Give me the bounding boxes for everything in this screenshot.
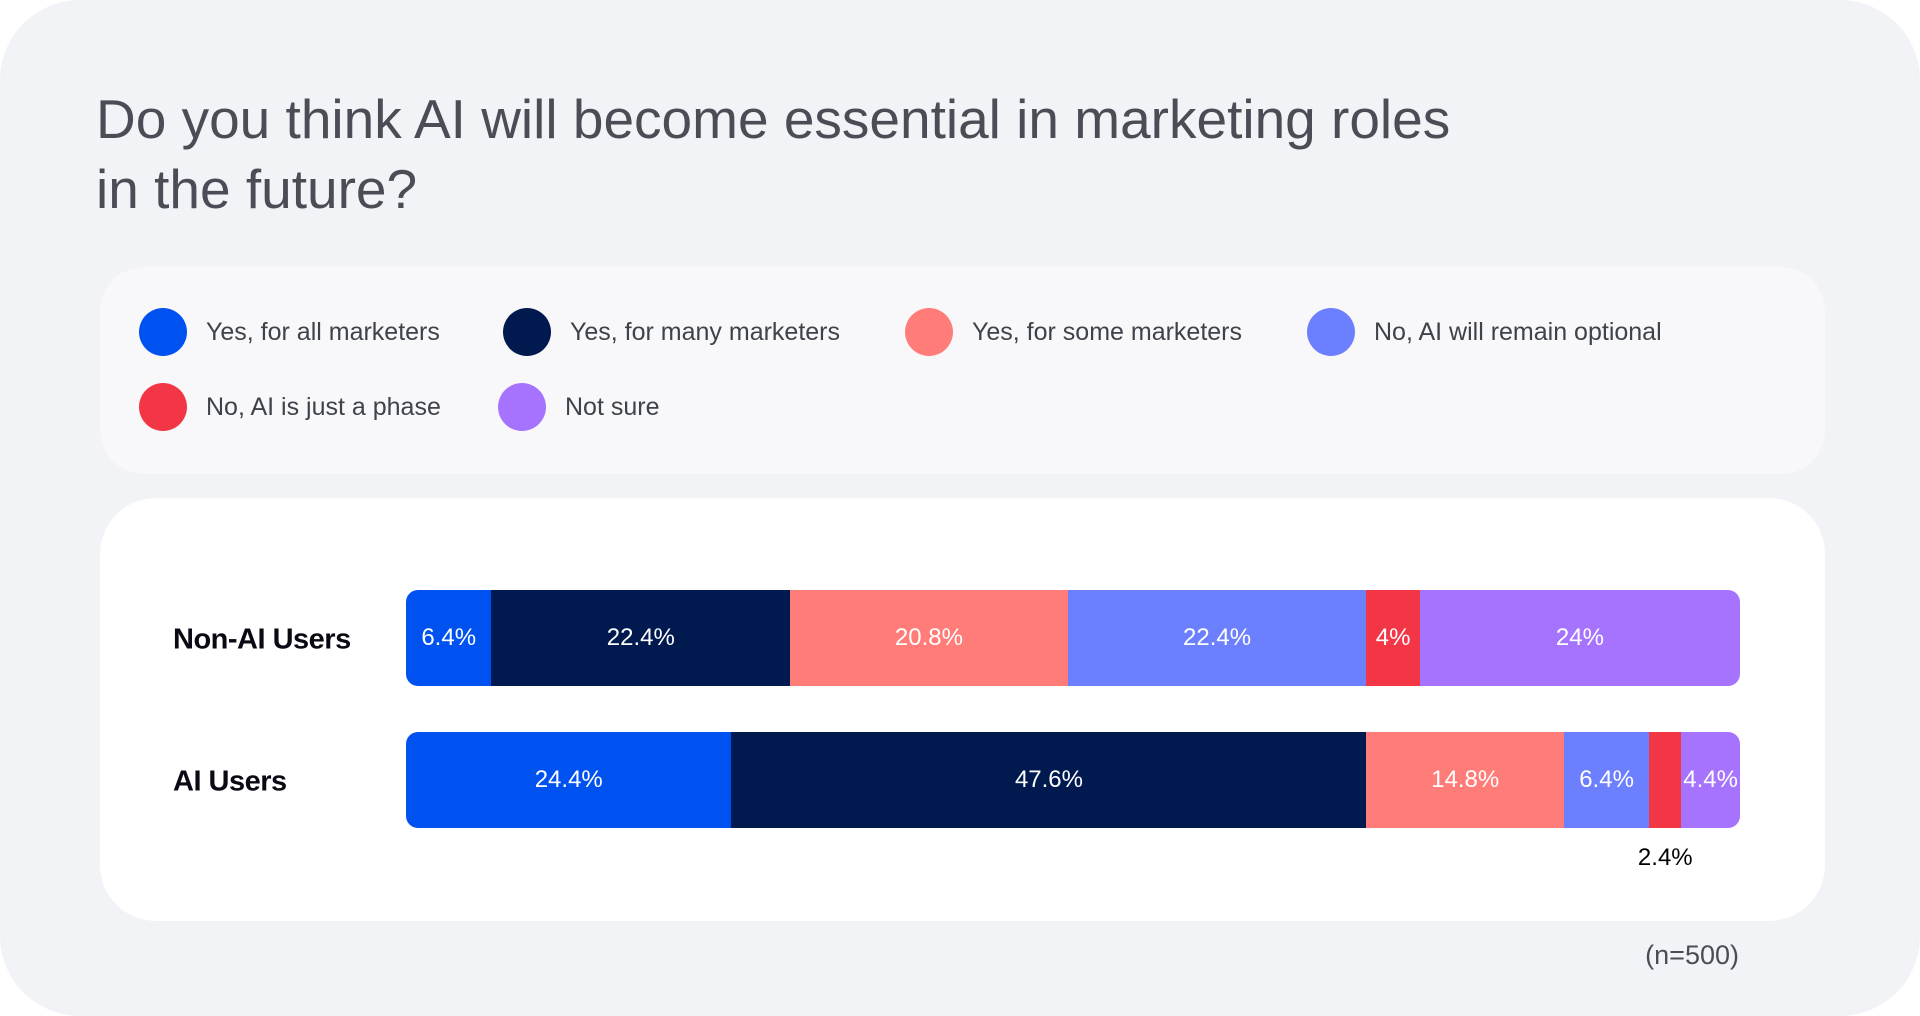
data-label: 14.8% xyxy=(1431,766,1500,793)
data-label: 4% xyxy=(1375,624,1411,651)
legend-item: Yes, for all marketers xyxy=(139,307,440,357)
legend-swatch xyxy=(905,308,953,356)
legend-item: Yes, for many marketers xyxy=(503,307,840,357)
legend-item: No, AI will remain optional xyxy=(1307,307,1662,357)
bar-segment: 4% xyxy=(1366,590,1420,686)
legend-swatch xyxy=(503,308,551,356)
data-label: 22.4% xyxy=(606,624,675,651)
data-label: 20.8% xyxy=(894,624,963,651)
bar-segment: 20.8% xyxy=(790,590,1068,686)
bar-segment: 24.4% xyxy=(406,732,732,828)
data-label: 22.4% xyxy=(1183,624,1252,651)
category-label: AI Users xyxy=(173,765,287,798)
legend-label: Yes, for many marketers xyxy=(570,317,841,346)
chart-title: Do you think AI will become essential in… xyxy=(96,84,1696,224)
legend-label: Yes, for some marketers xyxy=(972,317,1243,346)
data-label: 24.4% xyxy=(534,766,603,793)
sample-size-note: (n=500) xyxy=(1645,940,1739,970)
legend-label: Yes, for all marketers xyxy=(206,317,440,346)
bar-segment xyxy=(1649,732,1682,828)
bar-segment: 47.6% xyxy=(731,732,1367,828)
bar-segment: 6.4% xyxy=(1563,732,1650,828)
data-label: 47.6% xyxy=(1014,766,1083,793)
data-label: 6.4% xyxy=(1579,766,1634,793)
data-label: 4.4% xyxy=(1683,766,1738,793)
legend-swatch xyxy=(498,383,546,431)
data-label: 24% xyxy=(1555,624,1604,651)
legend-label: No, AI will remain optional xyxy=(1374,317,1662,346)
bar-segment: 6.4% xyxy=(406,590,492,686)
category-label: Non-AI Users xyxy=(173,623,351,656)
legend-label: No, AI is just a phase xyxy=(206,392,441,421)
legend-swatch xyxy=(139,308,187,356)
title-line-1: Do you think AI will become essential in… xyxy=(96,88,1451,150)
bar-segment: 4.4% xyxy=(1681,732,1740,828)
stacked-bar: 6.4% 22.4% 20.8% 22.4% 4% 24% xyxy=(406,590,1740,686)
bar-segment: 24% xyxy=(1419,590,1740,686)
legend-label: Not sure xyxy=(565,392,660,421)
bar-segment: 14.8% xyxy=(1366,732,1564,828)
legend: Yes, for all marketers Yes, for many mark… xyxy=(100,267,1825,474)
data-label: 6.4% xyxy=(421,624,477,651)
stacked-bar: 24.4% 47.6% 14.8% 6.4% 4.4% xyxy=(406,732,1740,828)
legend-swatch xyxy=(1307,308,1355,356)
chart-area xyxy=(100,498,1825,921)
legend-item: Yes, for some marketers xyxy=(905,307,1242,357)
title-line-2: in the future? xyxy=(96,158,418,220)
legend-item: No, AI is just a phase xyxy=(139,382,441,432)
bar-segment: 22.4% xyxy=(491,590,791,686)
data-label: 2.4% xyxy=(1637,844,1693,871)
bar-segment: 22.4% xyxy=(1067,590,1367,686)
legend-swatch xyxy=(139,383,187,431)
legend-item: Not sure xyxy=(498,382,659,432)
